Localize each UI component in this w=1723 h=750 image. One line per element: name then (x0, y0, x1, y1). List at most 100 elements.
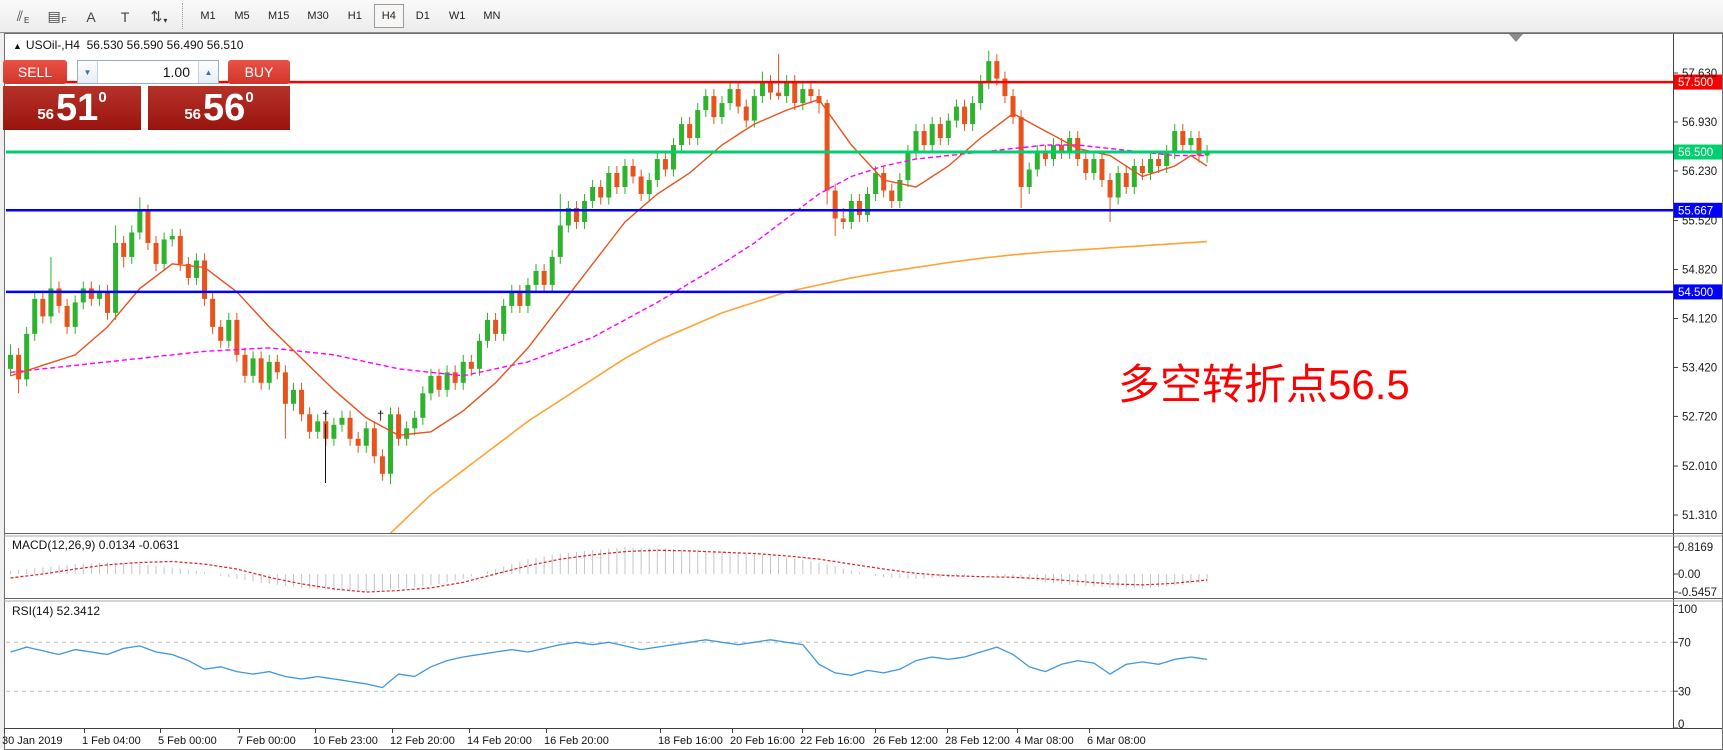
sell-button[interactable]: SELL (3, 60, 67, 84)
svg-text:57.500: 57.500 (1678, 77, 1713, 89)
rsi-axis-tick-label: 70 (1678, 637, 1691, 649)
price-axis-tick-label: 52.720 (1682, 411, 1717, 423)
toolbar-separator (182, 3, 183, 29)
symbol-title: USOil-,H4 (25, 38, 80, 52)
chart-header: ▲ USOil-,H4 56.530 56.590 56.490 56.510 (13, 38, 243, 52)
timeframe-buttons-group: M1 M5 M15 M30 H1 H4 D1 W1 MN (191, 4, 509, 28)
tf-button-h4[interactable]: H4 (373, 4, 404, 28)
price-level-label (1674, 202, 1722, 218)
arrows-button[interactable]: ⇅ ▾ (142, 3, 176, 29)
price-axis-tick-label: 53.420 (1682, 362, 1717, 374)
text-label-icon: A (86, 9, 96, 25)
time-axis-label: 1 Feb 04:00 (82, 735, 141, 747)
time-axis-label: 7 Feb 00:00 (237, 735, 296, 747)
time-axis-label: 4 Mar 08:00 (1015, 735, 1074, 747)
sell-price-big: 51 (56, 87, 99, 129)
macd-indicator-label: MACD(12,26,9) 0.0134 -0.0631 (12, 538, 180, 552)
time-axis-label: 18 Feb 16:00 (658, 735, 723, 747)
price-level-label (1674, 144, 1722, 160)
rsi-axis-tick-label: 0 (1678, 719, 1684, 731)
time-axis-label: 28 Feb 12:00 (945, 735, 1010, 747)
buy-button[interactable]: BUY (228, 60, 290, 84)
price-axis-tick-label: 56.230 (1682, 166, 1717, 178)
rsi-indicator-label: RSI(14) 52.3412 (12, 604, 101, 618)
price-level-label (1674, 284, 1722, 300)
tf-button-mn[interactable]: MN (476, 4, 507, 28)
chart-plot-area[interactable] (6, 34, 1673, 728)
time-axis-label: 20 Feb 16:00 (730, 735, 795, 747)
tf-button-m30[interactable]: M30 (300, 4, 335, 28)
macd-axis-tick-label: 0.8169 (1678, 542, 1713, 554)
macd-axis-tick-label: -0.5457 (1678, 587, 1717, 599)
volume-increase-button[interactable]: ▲ (198, 61, 218, 83)
tf-button-m15[interactable]: M15 (261, 4, 296, 28)
time-axis-label: 10 Feb 23:00 (313, 735, 378, 747)
caret-up-icon: ▲ (204, 67, 213, 77)
fibonacci-icon: ▤ (47, 8, 61, 24)
macd-layer (10, 547, 1208, 593)
buy-price-display[interactable]: 56 56 0 (148, 86, 290, 130)
price-axis-tick-label: 52.010 (1682, 461, 1717, 473)
tf-button-w1[interactable]: W1 (442, 4, 473, 28)
top-toolbar: ⫽ E ▤ F A T ⇅ ▾ M1 M5 M15 M30 H1 H4 D1 W1 MN (0, 0, 1723, 33)
sell-price-sup: 0 (98, 88, 107, 106)
time-axis-label: 14 Feb 20:00 (467, 735, 532, 747)
text-label-button[interactable]: A (74, 3, 108, 29)
time-axis-label: 12 Feb 20:00 (390, 735, 455, 747)
moving-average-line (10, 98, 1208, 437)
sell-price-display[interactable]: 56 51 0 (3, 86, 141, 130)
price-axis-tick-label: 54.820 (1682, 265, 1717, 277)
price-axis-tick-label: 55.520 (1682, 216, 1717, 228)
svg-text:56.500: 56.500 (1678, 147, 1713, 159)
buy-price-sup: 0 (245, 88, 254, 106)
tf-button-h1[interactable]: H1 (340, 4, 370, 28)
ohlc-readout: 56.530 56.590 56.490 56.510 (86, 38, 244, 52)
price-axis-tick-label: 57.630 (1682, 68, 1717, 80)
arrows-icon: ⇅ (150, 8, 163, 24)
svg-text:54.500: 54.500 (1678, 287, 1713, 299)
volume-input[interactable]: 1.00 (98, 61, 198, 83)
volume-spinner: ▼ 1.00 ▲ (77, 60, 219, 84)
one-click-trading-panel: SELL ▼ 1.00 ▲ BUY 56 51 0 56 56 0 (3, 60, 290, 130)
fibonacci-icon-sub: F (61, 16, 67, 25)
time-axis-label: 30 Jan 2019 (2, 735, 63, 747)
time-axis-label: 22 Feb 16:00 (800, 735, 865, 747)
time-axis-label: 16 Feb 20:00 (544, 735, 609, 747)
svg-text:55.667: 55.667 (1678, 205, 1713, 217)
caret-down-icon: ▼ (83, 67, 92, 77)
tf-button-m1[interactable]: M1 (193, 4, 223, 28)
drawing-tools-group: ⫽ E ▤ F A T ⇅ ▾ (6, 3, 176, 29)
buy-price-small: 56 (184, 105, 202, 123)
equidistant-channel-icon-sub: E (23, 16, 30, 25)
collapse-triangle-icon[interactable]: ▲ (13, 41, 22, 51)
moving-average-line (10, 144, 1208, 377)
time-axis-label: 26 Feb 12:00 (873, 735, 938, 747)
rsi-axis-tick-label: 30 (1678, 686, 1691, 698)
tf-button-d1[interactable]: D1 (408, 4, 438, 28)
price-axis[interactable] (1674, 34, 1723, 728)
price-axis-tick-label: 51.310 (1682, 510, 1717, 522)
text-box-icon: T (120, 9, 130, 25)
buy-price-big: 56 (203, 87, 246, 129)
chart-text-annotation: 多空转折点56.5 (1118, 361, 1410, 408)
fibonacci-button[interactable]: ▤ F (40, 3, 74, 29)
volume-decrease-button[interactable]: ▼ (78, 61, 98, 83)
tf-button-m5[interactable]: M5 (227, 4, 257, 28)
price-axis-tick-label: 54.120 (1682, 313, 1717, 325)
arrows-icon-sub: ▾ (163, 16, 168, 25)
sell-price-small: 56 (37, 105, 55, 123)
moving-average-line (389, 240, 1208, 533)
text-box-button[interactable]: T (108, 3, 142, 29)
price-level-label (1674, 74, 1722, 90)
rsi-layer (6, 639, 1673, 692)
price-axis-tick-label: 56.930 (1682, 117, 1717, 129)
equidistant-channel-icon: ⫽ (16, 8, 23, 24)
dagger-marker-drawing[interactable]: † (377, 408, 384, 423)
macd-axis-tick-label: 0.00 (1678, 569, 1700, 581)
equidistant-channel-button[interactable]: ⫽ E (6, 3, 40, 29)
dagger-marker-drawing[interactable]: † (322, 408, 329, 423)
rsi-axis-tick-label: 100 (1678, 604, 1697, 616)
chart-shift-marker-icon[interactable] (1509, 34, 1523, 42)
time-axis-label: 5 Feb 00:00 (158, 735, 217, 747)
